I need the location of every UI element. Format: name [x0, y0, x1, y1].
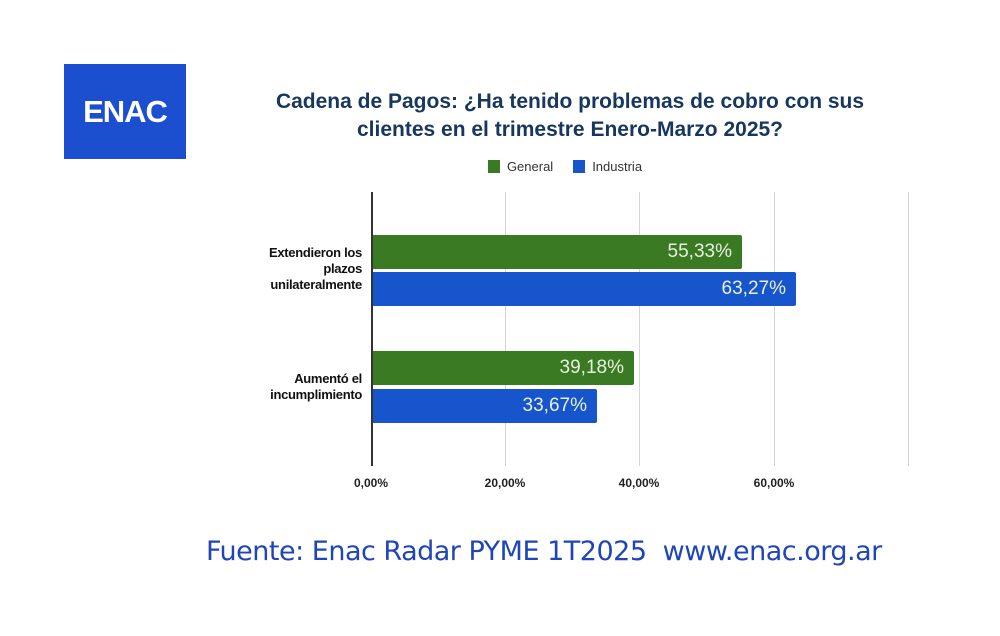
- bar-general-aumento: 39,18%: [371, 351, 634, 385]
- gridline-20: [505, 192, 506, 466]
- chart-title: Cadena de Pagos: ¿Ha tenido problemas de…: [200, 88, 940, 144]
- gridline-60: [774, 192, 775, 466]
- logo-text: ENAC: [83, 93, 168, 129]
- y-axis-line: [371, 192, 373, 466]
- source-footer: Fuente: Enac Radar PYME 1T2025 www.enac.…: [206, 536, 882, 567]
- legend-swatch-general: [487, 160, 500, 173]
- category-label-extendieron: Extendieron los plazos unilateralmente: [269, 245, 362, 293]
- plot-area: 55,33% 63,27% 39,18% 33,67%: [371, 192, 911, 466]
- legend-label-general: General: [506, 159, 554, 174]
- x-tick-60: 60,00%: [753, 476, 795, 490]
- bar-value-label: 33,67%: [522, 395, 587, 416]
- bar-general-extendieron: 55,33%: [371, 235, 742, 269]
- x-tick-40: 40,00%: [618, 476, 660, 490]
- chart-legend: General Industria: [0, 159, 1000, 174]
- legend-item-general: General: [487, 159, 554, 174]
- bar-value-label: 63,27%: [721, 278, 786, 299]
- category-label-line: plazos: [323, 261, 362, 276]
- bar-industria-extendieron: 63,27%: [371, 272, 796, 306]
- x-tick-20: 20,00%: [484, 476, 526, 490]
- x-tick-0: 0,00%: [353, 476, 389, 490]
- legend-label-industria: Industria: [592, 159, 643, 174]
- bar-industria-aumento: 33,67%: [371, 389, 597, 423]
- gridline-40: [639, 192, 640, 466]
- legend-swatch-industria: [573, 160, 586, 173]
- enac-logo: ENAC: [64, 64, 186, 159]
- legend-item-industria: Industria: [573, 159, 642, 174]
- gridline-80: [908, 192, 909, 466]
- chart-title-line-1: Cadena de Pagos: ¿Ha tenido problemas de…: [275, 90, 865, 113]
- chart-title-line-2: clientes en el trimestre Enero-Marzo 202…: [357, 118, 783, 141]
- category-label-line: incumplimiento: [270, 387, 362, 402]
- bar-value-label: 55,33%: [667, 241, 732, 262]
- category-label-line: Extendieron los: [268, 245, 362, 260]
- category-label-line: Aumentó el: [294, 371, 362, 386]
- bar-value-label: 39,18%: [559, 357, 624, 378]
- category-label-line: unilateralmente: [270, 277, 362, 292]
- category-label-aumento: Aumentó el incumplimiento: [270, 371, 362, 403]
